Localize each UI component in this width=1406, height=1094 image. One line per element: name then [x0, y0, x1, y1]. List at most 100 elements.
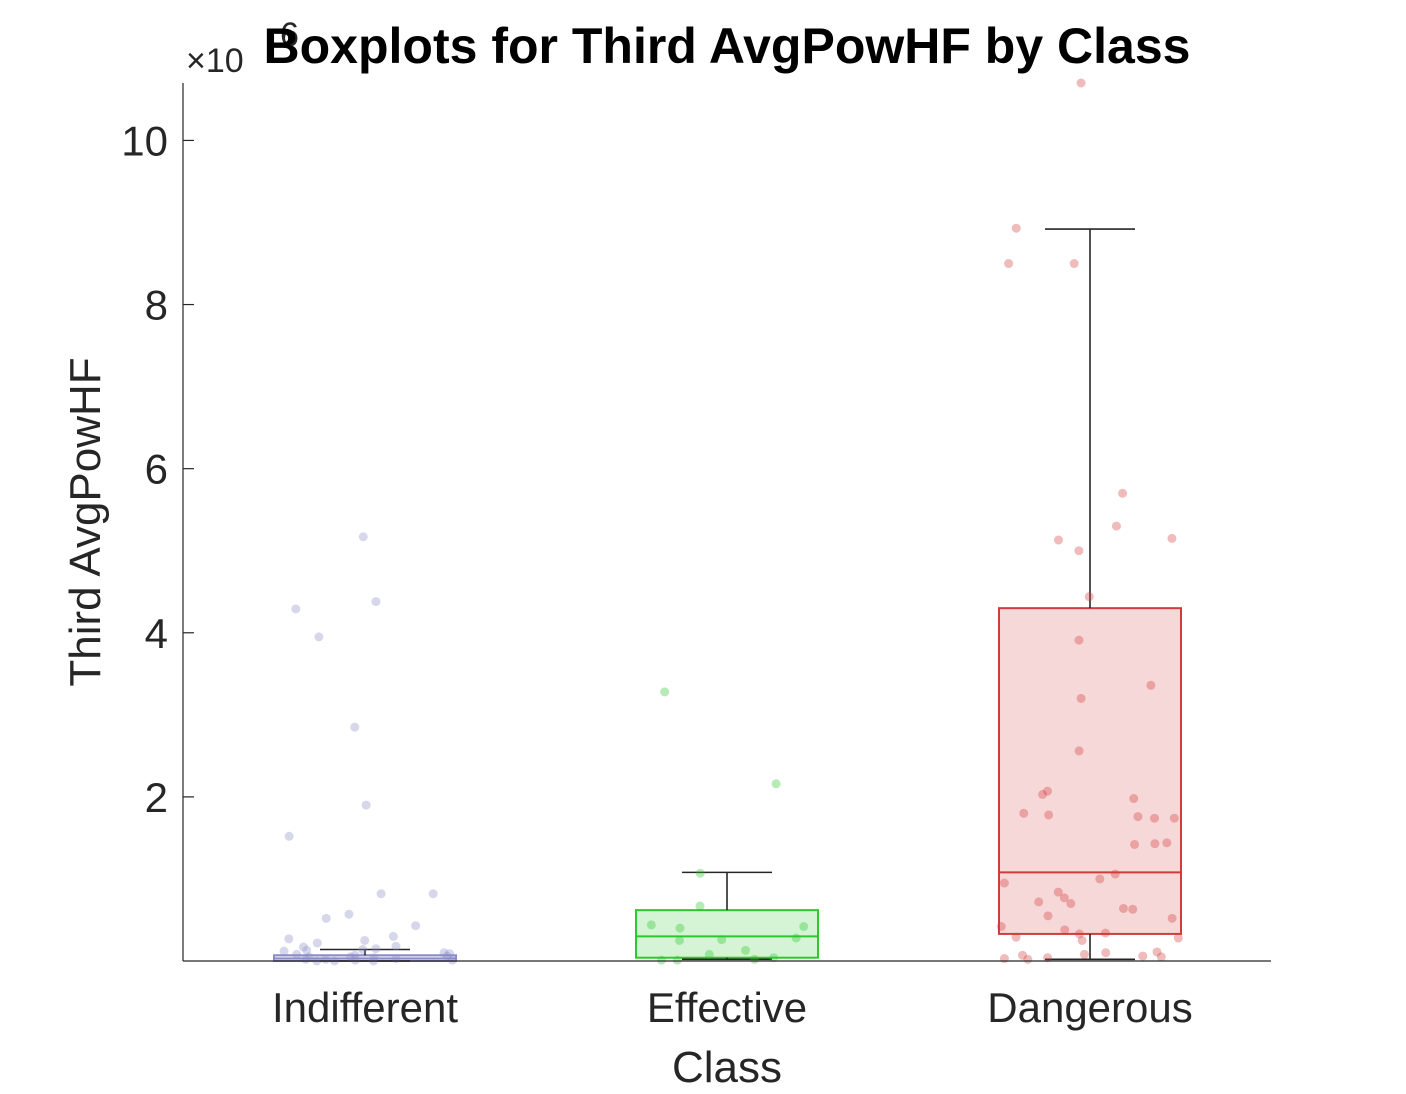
data-point: [1173, 933, 1183, 943]
data-point: [1059, 893, 1069, 903]
data-point: [695, 901, 705, 911]
data-point: [411, 921, 421, 931]
data-point: [1146, 680, 1156, 690]
data-point: [1069, 259, 1079, 269]
data-point: [799, 922, 809, 932]
data-point: [741, 945, 751, 955]
data-point: [369, 953, 379, 963]
data-point: [1118, 488, 1128, 498]
data-point: [360, 935, 370, 945]
data-point: [445, 949, 455, 959]
data-point: [1150, 813, 1160, 823]
data-point: [291, 604, 301, 614]
data-point: [660, 687, 670, 697]
data-point: [358, 945, 368, 955]
data-point: [350, 722, 360, 732]
axes: [182, 83, 1271, 962]
data-point: [447, 955, 457, 965]
y-axis-label: Third AvgPowHF: [61, 357, 110, 686]
data-point: [1076, 78, 1086, 88]
data-point: [791, 933, 801, 943]
data-point: [312, 938, 322, 948]
data-point: [344, 909, 354, 919]
data-point: [1074, 746, 1084, 756]
data-point: [1167, 533, 1177, 543]
x-tick-label: Effective: [647, 984, 807, 1031]
data-point: [1130, 839, 1140, 849]
x-tick-label: Indifferent: [272, 984, 458, 1031]
data-point: [314, 632, 324, 642]
data-point: [350, 950, 360, 960]
y-tick-label: 2: [145, 774, 168, 821]
data-point: [672, 955, 682, 965]
data-point: [279, 946, 289, 956]
data-point: [388, 931, 398, 941]
data-point: [750, 954, 760, 964]
x-axis-label: Class: [672, 1043, 782, 1092]
data-point: [1060, 925, 1070, 935]
data-point: [1038, 789, 1048, 799]
data-point: [1044, 810, 1054, 820]
data-point: [1101, 948, 1111, 958]
data-point: [704, 949, 714, 959]
data-point: [675, 923, 685, 933]
y-tick-label: 10: [121, 117, 168, 164]
data-point: [298, 942, 308, 952]
data-point: [1133, 812, 1143, 822]
data-point: [350, 955, 360, 965]
data-point: [284, 934, 294, 944]
y-exponent-power: 6: [280, 16, 299, 54]
box-group-effective: [635, 687, 819, 965]
data-point: [1053, 535, 1063, 545]
data-point: [1129, 794, 1139, 804]
data-point: [1019, 808, 1029, 818]
data-point: [646, 920, 656, 930]
data-point: [376, 889, 386, 899]
data-point: [996, 922, 1006, 932]
data-point: [1034, 897, 1044, 907]
y-tick-label: 8: [145, 282, 168, 329]
data-point: [1138, 951, 1148, 961]
data-point: [1100, 928, 1110, 938]
data-point: [439, 948, 449, 958]
data-point: [1018, 950, 1028, 960]
data-point: [1118, 903, 1128, 913]
x-tick-label: Dangerous: [987, 984, 1192, 1031]
data-point: [1004, 259, 1014, 269]
data-point: [1156, 952, 1166, 962]
data-point: [1128, 904, 1138, 914]
data-point: [695, 868, 705, 878]
data-point: [1011, 223, 1021, 233]
data-point: [1076, 693, 1086, 703]
plot-area: [183, 78, 1183, 966]
y-exponent-label: ×10: [186, 42, 244, 80]
chart-title: Boxplots for Third AvgPowHF by Class: [264, 18, 1191, 74]
data-point: [771, 779, 781, 789]
data-point: [1074, 546, 1084, 556]
data-point: [361, 800, 371, 810]
data-point: [1167, 913, 1177, 923]
data-point: [301, 954, 311, 964]
data-point: [1074, 635, 1084, 645]
data-point: [1084, 592, 1094, 602]
data-point: [442, 951, 452, 961]
data-point: [1095, 874, 1105, 884]
data-point: [292, 949, 302, 959]
data-point: [321, 913, 331, 923]
y-tick-label: 4: [145, 610, 168, 657]
data-point: [1066, 899, 1076, 909]
data-point: [358, 532, 368, 542]
data-point: [391, 941, 401, 951]
y-tick-label: 6: [145, 446, 168, 493]
data-point: [769, 953, 779, 963]
data-point: [1043, 786, 1053, 796]
data-point: [1111, 521, 1121, 531]
box: [998, 607, 1182, 935]
data-point: [1152, 947, 1162, 957]
data-point: [999, 954, 1009, 964]
data-point: [1079, 949, 1089, 959]
data-point: [674, 935, 684, 945]
data-point: [1077, 935, 1087, 945]
data-point: [656, 955, 666, 965]
